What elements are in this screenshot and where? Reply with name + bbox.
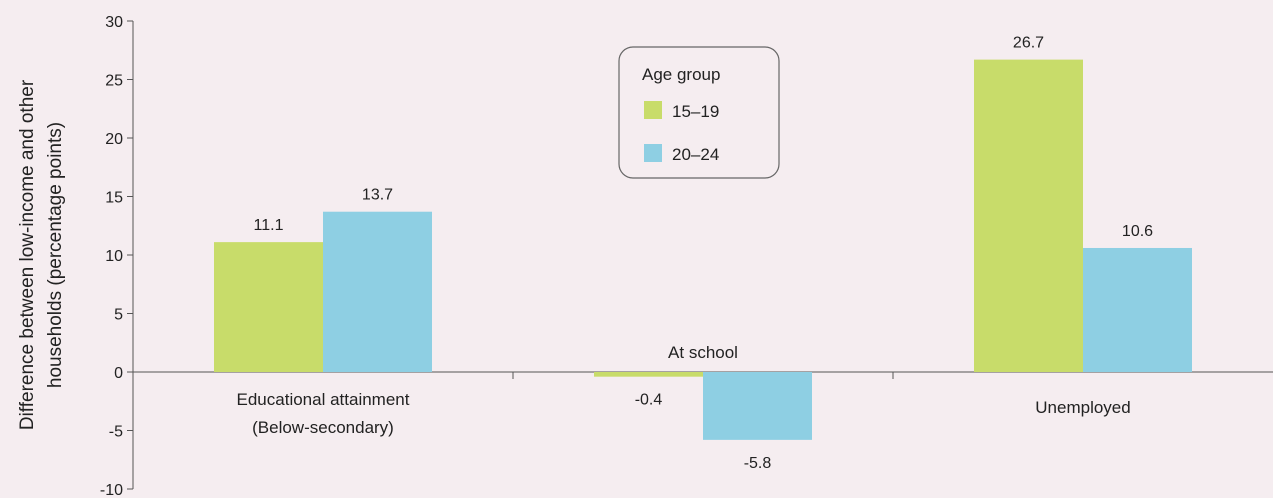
legend-swatch (644, 101, 662, 119)
y-tick-label: 5 (114, 307, 123, 324)
legend: Age group 15–19 20–24 (618, 46, 780, 179)
bar-20-24 (323, 211, 432, 372)
y-tick-label: 25 (105, 73, 123, 90)
data-label: -0.4 (635, 392, 663, 409)
bar-15-19 (974, 59, 1083, 373)
bars (214, 59, 1192, 440)
category-labels: Educational attainment (Below-secondary) A… (223, 341, 1131, 440)
y-ticks: 30 25 20 15 10 5 0 -5 -10 (100, 14, 133, 498)
category-label: Unemployed (1035, 398, 1130, 417)
data-label: 11.1 (254, 217, 284, 234)
data-label: -5.8 (744, 455, 772, 472)
y-axis-title-line: households (percentage points) (45, 122, 66, 388)
y-tick-label: 20 (105, 131, 123, 148)
data-labels: 11.1 -0.4 26.7 13.7 -5.8 10.6 (254, 35, 1154, 472)
bar-15-19 (594, 372, 703, 377)
category-label-bg (223, 388, 423, 412)
y-axis-title: Difference between low-income and other h… (17, 79, 66, 430)
y-tick-label: 15 (105, 190, 123, 207)
y-tick-label: 0 (114, 365, 123, 382)
category-label: (Below-secondary) (252, 418, 394, 437)
data-label: 13.7 (362, 187, 393, 204)
y-tick-label: 30 (105, 14, 123, 31)
category-label: Educational attainment (237, 390, 410, 409)
legend-entry-label: 15–19 (672, 102, 719, 121)
category-label-bg (659, 341, 747, 365)
y-tick-label: 10 (105, 248, 123, 265)
category-label-bg (1035, 396, 1131, 420)
legend-entry-label: 20–24 (672, 145, 719, 164)
bar-20-24 (1083, 247, 1192, 372)
y-tick-label: -5 (109, 424, 123, 441)
bar-15-19 (214, 242, 323, 372)
data-label: 10.6 (1122, 223, 1153, 240)
legend-swatch (644, 144, 662, 162)
y-axis-title-line: Difference between low-income and other (17, 79, 38, 430)
y-tick-label: -10 (100, 482, 123, 498)
bar-20-24 (703, 372, 812, 440)
category-label-bg (244, 416, 402, 440)
legend-title: Age group (642, 65, 720, 84)
data-label: 26.7 (1013, 35, 1044, 52)
category-label: At school (668, 343, 738, 362)
